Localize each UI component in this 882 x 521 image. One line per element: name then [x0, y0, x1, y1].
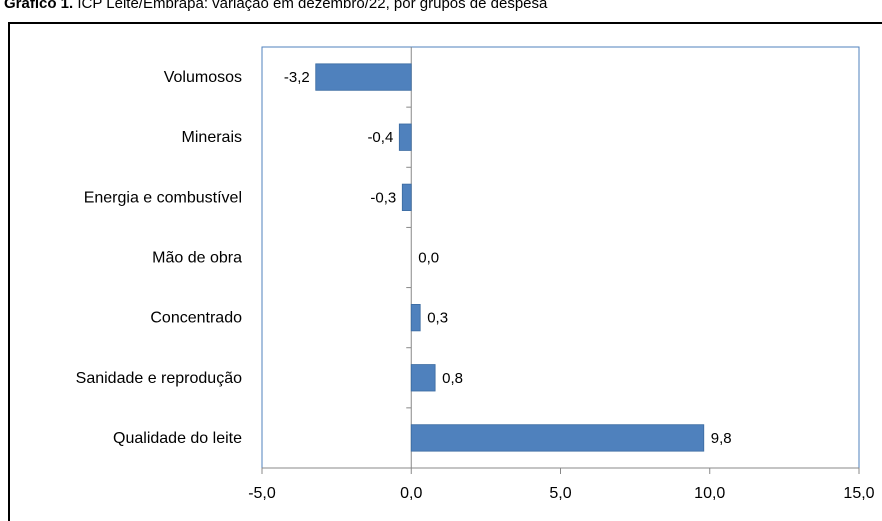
bar — [410, 364, 436, 392]
chart-frame — [8, 22, 882, 521]
bar — [410, 304, 421, 332]
data-label: -0,3 — [370, 189, 396, 206]
bar — [398, 123, 412, 151]
plot-area — [261, 46, 860, 469]
data-label: -3,2 — [284, 69, 310, 86]
data-label: 0,3 — [427, 310, 448, 327]
data-label: 0,8 — [442, 370, 463, 387]
bar — [401, 183, 412, 211]
data-label: 9,8 — [711, 430, 732, 447]
bar — [410, 424, 705, 452]
category-label: Sanidade e reprodução — [76, 370, 242, 387]
category-label: Qualidade do leite — [113, 430, 242, 447]
x-tick-label: 15,0 — [843, 485, 874, 502]
category-label: Energia e combustível — [84, 189, 242, 206]
x-tick-label: 0,0 — [400, 485, 422, 502]
category-label: Minerais — [182, 129, 242, 146]
chart-title: Gráfico 1. ICP Leite/Embrapa: variação e… — [4, 0, 547, 12]
bar — [315, 63, 412, 91]
data-label: 0,0 — [418, 250, 439, 267]
category-label: Mão de obra — [152, 250, 242, 267]
chart-title-text: ICP Leite/Embrapa: variação em dezembro/… — [73, 0, 548, 12]
x-tick-label: -5,0 — [248, 485, 276, 502]
chart-title-prefix: Gráfico 1. — [4, 0, 74, 12]
category-label: Concentrado — [150, 310, 242, 327]
x-tick-label: 5,0 — [549, 485, 571, 502]
x-tick-label: 10,0 — [694, 485, 725, 502]
data-label: -0,4 — [367, 129, 393, 146]
category-label: Volumosos — [164, 69, 242, 86]
